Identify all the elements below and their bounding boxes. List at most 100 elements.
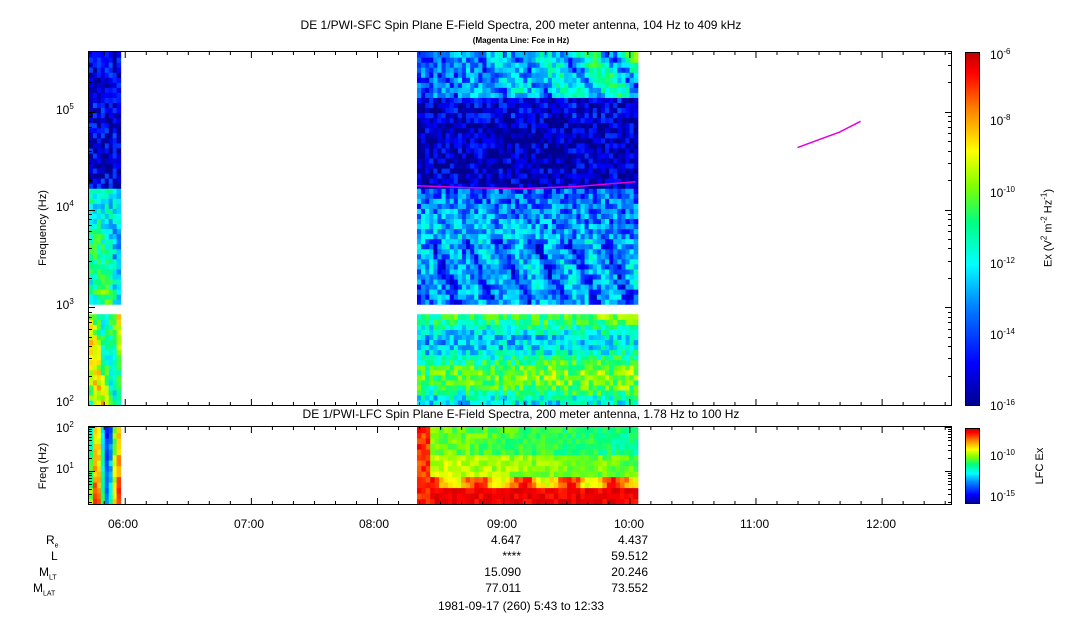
sfc-spectrogram-cell bbox=[523, 243, 528, 250]
sfc-spectrogram-cell bbox=[433, 157, 439, 164]
sfc-spectrogram-cell bbox=[437, 258, 443, 265]
sfc-spectrogram-cell bbox=[461, 52, 467, 58]
sfc-spectrogram-cell bbox=[498, 102, 504, 109]
sfc-spectrogram-cell bbox=[506, 228, 512, 235]
lfc-spectrogram-cell bbox=[575, 476, 581, 483]
sfc-spectrogram-cell bbox=[470, 389, 475, 396]
sfc-spectrogram-cell bbox=[564, 268, 569, 275]
sfc-spectrogram-cell bbox=[433, 233, 439, 240]
sfc-spectrogram-cell bbox=[92, 389, 98, 396]
sfc-spectrogram-cell bbox=[449, 384, 455, 391]
lfc-spectrogram-cell bbox=[465, 482, 471, 489]
sfc-spectrogram-cell bbox=[592, 319, 598, 325]
sfc-spectrogram-cell bbox=[580, 394, 586, 401]
sfc-spectrogram-cell bbox=[605, 223, 610, 230]
sfc-spectrogram-cell bbox=[527, 213, 533, 220]
sfc-spectrogram-cell bbox=[453, 193, 459, 199]
lfc-spectrogram-cell bbox=[549, 454, 555, 461]
sfc-spectrogram-cell bbox=[108, 213, 114, 220]
sfc-spectrogram-cell bbox=[535, 218, 541, 225]
sfc-spectrogram-cell bbox=[605, 289, 610, 295]
sfc-spectrogram-cell bbox=[576, 82, 582, 88]
sfc-spectrogram-cell bbox=[433, 213, 439, 220]
lfc-spectrogram-cell bbox=[443, 465, 449, 472]
lfc-spectrogram-cell bbox=[96, 454, 102, 461]
sfc-spectrogram-cell bbox=[486, 52, 492, 58]
lfc-spectrogram-cell bbox=[452, 438, 458, 445]
sfc-spectrogram-cell bbox=[609, 102, 614, 109]
sfc-spectrogram-cell bbox=[584, 127, 590, 134]
sfc-spectrogram-cell bbox=[609, 339, 614, 346]
sfc-spectrogram-cell bbox=[96, 344, 102, 351]
sfc-spectrogram-cell bbox=[539, 233, 545, 240]
sfc-spectrogram-cell bbox=[617, 92, 622, 98]
sfc-spectrogram-cell bbox=[429, 112, 434, 119]
sfc-spectrogram-cell bbox=[547, 324, 553, 330]
sfc-spectrogram-cell bbox=[564, 213, 569, 220]
sfc-spectrogram-cell bbox=[474, 283, 479, 290]
sfc-spectrogram-cell bbox=[588, 188, 594, 194]
sfc-spectrogram-cell bbox=[523, 233, 528, 240]
sfc-spectrogram-cell bbox=[506, 314, 512, 320]
sfc-spectrogram-cell bbox=[104, 152, 110, 159]
sfc-spectrogram-cell bbox=[490, 369, 496, 376]
sfc-spectrogram-cell bbox=[580, 72, 586, 78]
lfc-spectrogram-cell bbox=[112, 482, 118, 489]
lfc-spectrogram-cell bbox=[567, 487, 573, 494]
sfc-spectrogram-cell bbox=[539, 334, 545, 341]
sfc-spectrogram-cell bbox=[100, 127, 106, 134]
sfc-spectrogram-cell bbox=[527, 278, 533, 285]
sfc-spectrogram-cell bbox=[453, 344, 459, 351]
sfc-spectrogram-cell bbox=[564, 82, 569, 88]
sfc-spectrogram-cell bbox=[498, 137, 504, 144]
sfc-spectrogram-cell bbox=[555, 243, 561, 250]
sfc-spectrogram-cell bbox=[609, 364, 614, 371]
sfc-spectrogram-cell bbox=[572, 97, 578, 104]
sfc-spectrogram-cell bbox=[539, 147, 545, 154]
lfc-spectrogram-cell bbox=[505, 482, 511, 489]
sfc-spectrogram-cell bbox=[490, 87, 496, 93]
sfc-spectrogram-cell bbox=[519, 389, 524, 396]
sfc-spectrogram-cell bbox=[116, 193, 122, 199]
sfc-spectrogram-cell bbox=[96, 142, 102, 149]
sfc-spectrogram-cell bbox=[433, 319, 439, 325]
sfc-spectrogram-cell bbox=[453, 137, 459, 144]
sfc-spectrogram-cell bbox=[531, 57, 537, 63]
sfc-spectrogram-cell bbox=[494, 127, 500, 134]
sfc-spectrogram-cell bbox=[478, 399, 483, 406]
sfc-spectrogram-cell bbox=[633, 193, 639, 199]
sfc-spectrogram-cell bbox=[613, 238, 618, 245]
sfc-spectrogram-cell bbox=[588, 384, 594, 391]
sfc-spectrogram-cell bbox=[457, 379, 463, 386]
sfc-spectrogram-cell bbox=[486, 374, 492, 381]
sfc-spectrogram-cell bbox=[433, 394, 439, 401]
lfc-cbar-tick-1e-10: 10-10 bbox=[990, 448, 1015, 463]
lfc-spectrogram-cell bbox=[606, 471, 612, 478]
sfc-spectrogram-cell bbox=[445, 258, 451, 265]
sfc-spectrogram-cell bbox=[633, 344, 639, 351]
sfc-spectrogram-cell bbox=[96, 178, 102, 184]
sfc-spectrogram-cell bbox=[470, 394, 475, 401]
sfc-spectrogram-cell bbox=[457, 213, 463, 220]
sfc-spectrogram-cell bbox=[453, 162, 459, 169]
sfc-spectrogram-cell bbox=[453, 203, 459, 209]
sfc-spectrogram-cell bbox=[453, 223, 459, 230]
sfc-spectrogram-cell bbox=[457, 57, 463, 63]
sfc-spectrogram-cell bbox=[572, 319, 578, 325]
sfc-spectrogram-cell bbox=[576, 62, 582, 68]
sfc-spectrogram-cell bbox=[441, 354, 447, 361]
sfc-spectrogram-cell bbox=[104, 329, 110, 335]
sfc-spectrogram-cell bbox=[633, 198, 639, 204]
sfc-spectrogram-cell bbox=[560, 349, 565, 356]
sfc-spectrogram-cell bbox=[523, 92, 528, 98]
sfc-spectrogram-cell bbox=[482, 258, 488, 265]
sfc-spectrogram-cell bbox=[527, 77, 533, 83]
sfc-spectrogram-cell bbox=[498, 384, 504, 391]
sfc-spectrogram-cell bbox=[535, 384, 541, 391]
lfc-spectrogram-cell bbox=[496, 438, 502, 445]
lfc-spectrogram-cell bbox=[545, 449, 551, 456]
sfc-spectrogram-cell bbox=[433, 238, 439, 245]
sfc-spectrogram-cell bbox=[596, 273, 602, 280]
sfc-spectrogram-cell bbox=[596, 344, 602, 351]
sfc-spectrogram-cell bbox=[457, 188, 463, 194]
